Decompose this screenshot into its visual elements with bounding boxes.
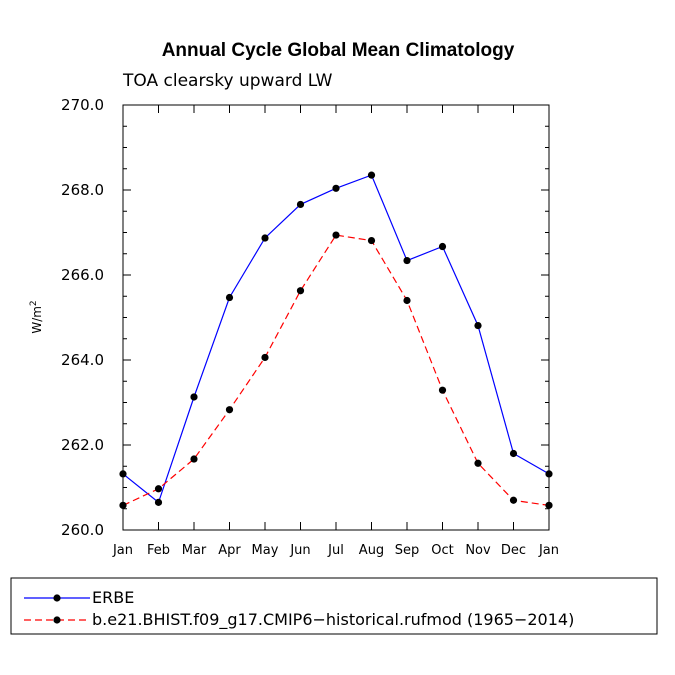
axes: 260.0 262.0 264.0 266.0 268.0 270.0 Jan Feb Mar A… bbox=[61, 96, 559, 558]
data-point bbox=[403, 256, 411, 265]
x-tick-label: Sep bbox=[395, 543, 420, 558]
plot-frame bbox=[122, 104, 550, 531]
x-tick-label: Jan bbox=[538, 543, 559, 558]
data-point bbox=[225, 406, 234, 414]
data-point bbox=[119, 470, 127, 478]
y-tick-label: 268.0 bbox=[61, 181, 104, 199]
data-point bbox=[474, 459, 482, 467]
x-tick-label: Dec bbox=[501, 543, 526, 558]
legend-marker bbox=[53, 594, 61, 602]
data-point bbox=[332, 184, 340, 192]
y-axis-label-text: W/m bbox=[30, 306, 44, 334]
x-tick-label: Feb bbox=[147, 543, 170, 558]
x-tick-label: Apr bbox=[218, 543, 241, 558]
data-point bbox=[332, 231, 340, 239]
data-point bbox=[403, 296, 411, 305]
data-point bbox=[367, 236, 376, 245]
data-point bbox=[509, 449, 518, 458]
y-tick-label: 260.0 bbox=[61, 521, 104, 539]
data-point bbox=[296, 287, 305, 295]
legend-label: ERBE bbox=[92, 588, 134, 607]
x-tick-label: Aug bbox=[359, 543, 384, 558]
data-point bbox=[154, 485, 163, 493]
data-point bbox=[261, 353, 269, 362]
legend: ERBE b.e21.BHIST.f09_g17.CMIP6−historical… bbox=[24, 588, 574, 630]
y-tick-label: 264.0 bbox=[61, 351, 104, 369]
y-tick-label: 270.0 bbox=[61, 96, 104, 114]
series-1 bbox=[119, 171, 553, 506]
data-point bbox=[119, 501, 127, 509]
x-tick-label: Nov bbox=[465, 543, 491, 558]
y-axis-label: W/m2 bbox=[29, 300, 44, 333]
x-tick-label: Jun bbox=[289, 543, 310, 558]
legend-box bbox=[10, 577, 658, 635]
data-point bbox=[261, 234, 269, 242]
data-point bbox=[190, 455, 198, 463]
data-point bbox=[545, 501, 553, 509]
x-tick-label: Mar bbox=[182, 543, 207, 558]
data-point bbox=[367, 171, 376, 179]
y-tick-label: 266.0 bbox=[61, 266, 104, 284]
data-point bbox=[190, 393, 198, 401]
data-point bbox=[225, 293, 234, 302]
series-line bbox=[122, 234, 550, 506]
chart-subtitle: TOA clearsky upward LW bbox=[122, 71, 333, 91]
data-point bbox=[474, 321, 482, 330]
x-tick-label: May bbox=[252, 543, 279, 558]
series-group bbox=[119, 171, 553, 509]
data-point bbox=[296, 200, 305, 209]
y-tick-label: 262.0 bbox=[61, 436, 104, 454]
data-point bbox=[438, 242, 447, 251]
legend-marker bbox=[53, 616, 61, 624]
series-2 bbox=[119, 231, 553, 509]
data-point bbox=[154, 498, 163, 506]
x-tick-label: Jan bbox=[112, 543, 133, 558]
legend-label: b.e21.BHIST.f09_g17.CMIP6−historical.ruf… bbox=[92, 610, 574, 630]
x-tick-label: Oct bbox=[431, 543, 453, 558]
series-line bbox=[122, 174, 550, 504]
x-tick-label: Jul bbox=[327, 543, 344, 558]
data-point bbox=[509, 496, 518, 504]
y-axis-label-superscript: 2 bbox=[29, 300, 39, 306]
data-point bbox=[438, 386, 447, 394]
chart-title: Annual Cycle Global Mean Climatology bbox=[162, 40, 515, 61]
data-point bbox=[545, 470, 553, 478]
